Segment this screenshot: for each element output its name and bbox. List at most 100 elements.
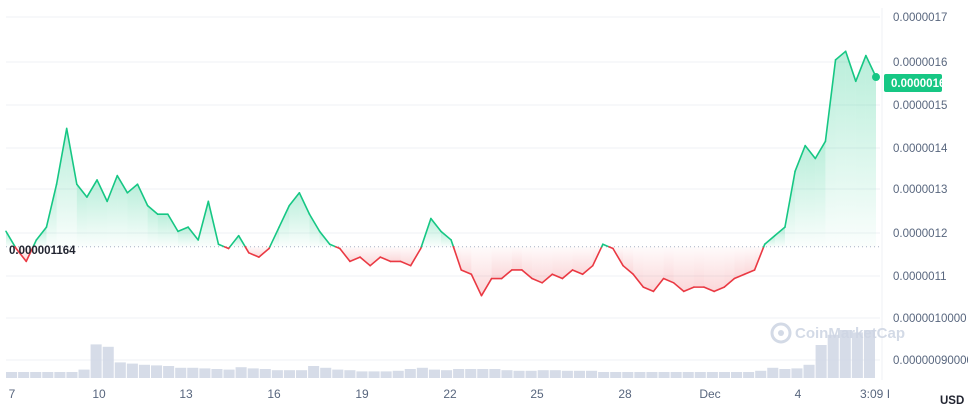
area-up-segment (865, 55, 876, 247)
y-axis: 0.0000017 0.0000016 0.0000015 0.0000014 0.00… (893, 12, 968, 367)
volume-bar (791, 368, 803, 378)
price-line-down-segment (399, 260, 412, 267)
volume-bar (851, 332, 863, 378)
x-tick-label: 16 (267, 387, 281, 401)
volume-bar (731, 372, 743, 378)
volume-bar (767, 367, 779, 378)
price-line-down-segment (541, 273, 554, 284)
coinmarketcap-logo-icon (770, 322, 792, 344)
area-up-segment (855, 55, 866, 247)
area-up-segment (815, 141, 826, 247)
x-tick-label: 7 (9, 387, 16, 401)
price-line-down-segment (409, 247, 422, 267)
area-down-segment (511, 246, 522, 270)
price-line-up-segment (35, 226, 48, 241)
volume-bar (477, 369, 489, 378)
volume-bar (658, 372, 670, 378)
area-up-segment (137, 184, 148, 247)
area-up-segment (66, 128, 77, 247)
price-line-down-segment (349, 256, 361, 263)
area-down-segment (724, 246, 735, 288)
price-line-down-segment (713, 286, 726, 293)
volume-bar (90, 344, 102, 378)
area-down-segment (663, 246, 674, 283)
price-line-up-segment (76, 183, 88, 198)
price-line-down-segment (359, 256, 371, 267)
watermark-text: CoinMarketCap (795, 325, 905, 342)
x-tick-label: 19 (355, 387, 369, 401)
volume-bar (138, 364, 150, 378)
area-down-segment (683, 246, 694, 292)
volume-bar (453, 369, 465, 378)
price-line-down-segment (339, 247, 351, 263)
volume-bar (441, 370, 453, 378)
watermark: CoinMarketCap (770, 322, 905, 344)
price-line-up-segment (308, 213, 321, 233)
price-line-down-segment (244, 246, 250, 254)
price-line-up-segment (167, 213, 179, 233)
volume-bar (465, 369, 477, 378)
area-down-segment (390, 246, 401, 262)
area-up-segment (127, 184, 138, 247)
volume-bar (102, 346, 114, 378)
price-line-down-segment (632, 273, 645, 288)
price-line-up-segment (834, 50, 847, 61)
area-up-segment (36, 227, 47, 247)
y-tick-label: 0.0000016 (893, 57, 947, 69)
last-price-dot[interactable] (872, 73, 880, 82)
price-line-up-segment (288, 191, 301, 207)
volume-bar (586, 370, 598, 378)
volume-bar (718, 372, 730, 378)
volume-bar (634, 372, 646, 378)
volume-bar (368, 371, 380, 378)
volume-bar (259, 369, 271, 378)
area-down-segment (744, 246, 755, 275)
price-line-down-segment (672, 282, 685, 293)
volume-bar (283, 370, 295, 378)
volume-bar (598, 372, 610, 378)
y-tick-label: 0.0000015 (893, 100, 947, 112)
volume-bar (296, 370, 308, 378)
volume-bar (30, 372, 42, 378)
area-up-segment (56, 128, 67, 247)
price-line-up-segment (440, 230, 452, 241)
price-line-up-segment (197, 200, 210, 241)
area-down-segment (552, 246, 563, 279)
x-tick-label: 25 (530, 387, 544, 401)
price-line-down-segment (682, 286, 695, 293)
price-line-up-segment (450, 239, 455, 248)
area-down-segment (461, 246, 472, 275)
volume-bar (513, 370, 525, 378)
price-line-down-segment (531, 277, 543, 284)
price-line-up-segment (187, 226, 200, 241)
baseline-label: 0.000001164 (9, 245, 76, 257)
volume-bar (489, 369, 501, 378)
price-line-up-segment (814, 140, 827, 160)
volume-bar (356, 371, 368, 378)
x-tick-label: 3:09 I (860, 387, 890, 401)
x-tick-label: Dec (699, 387, 720, 401)
price-line-down-segment (652, 277, 665, 293)
area-down-segment (491, 246, 502, 279)
volume-bar (827, 334, 839, 378)
price-line-up-segment (784, 170, 796, 228)
volume-bar (271, 370, 283, 378)
volume-bar (743, 372, 755, 378)
area-down-segment (704, 246, 715, 292)
area-down-segment (521, 246, 533, 279)
price-line-up-segment (106, 174, 119, 203)
volume-bar (18, 372, 30, 378)
y-tick-label: 0.0000010000 (893, 313, 967, 325)
price-line-down-segment (612, 247, 624, 267)
y-tick-label: 0.0000012 (893, 228, 947, 240)
price-line-down-segment (561, 269, 574, 280)
price-line-down-segment (25, 246, 34, 263)
volume-bar (114, 362, 126, 378)
volume-bar (622, 372, 634, 378)
volume-bar (501, 370, 513, 378)
price-line-up-segment (420, 217, 432, 248)
volume-bar (610, 372, 622, 378)
price-line-down-segment (452, 246, 463, 271)
price-line-down-segment (591, 246, 603, 267)
